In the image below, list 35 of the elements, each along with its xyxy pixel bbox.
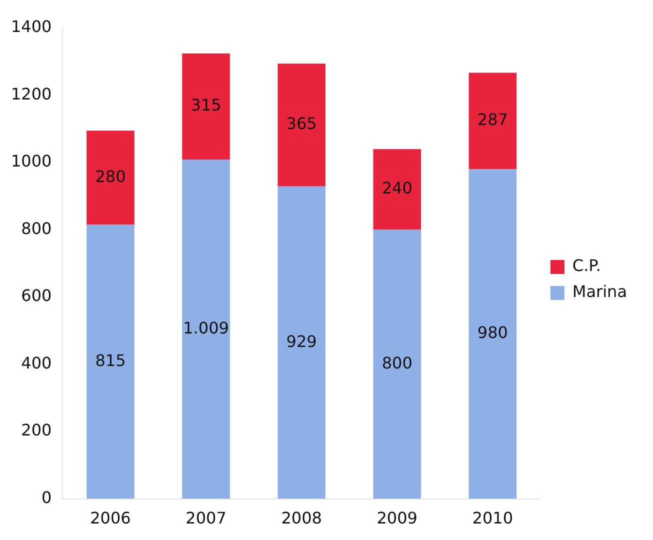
bar xyxy=(373,149,421,230)
legend-label: C.P. xyxy=(572,256,601,276)
y-tick-label: 800 xyxy=(21,218,52,238)
data-label: 315 xyxy=(190,96,222,115)
bar xyxy=(182,54,230,160)
data-label: 815 xyxy=(95,350,126,370)
bar xyxy=(373,230,421,499)
y-tick-label: 1000 xyxy=(11,152,52,171)
bar xyxy=(278,186,326,499)
data-label: 980 xyxy=(477,323,508,342)
y-tick-label: 1400 xyxy=(11,17,52,36)
data-label: 365 xyxy=(286,114,317,134)
y-tick-label: 400 xyxy=(21,353,52,372)
x-tick-label: 2007 xyxy=(186,508,226,528)
bar xyxy=(86,224,134,499)
bar xyxy=(182,159,230,499)
x-tick-label: 2010 xyxy=(472,508,514,528)
x-tick-label: 2008 xyxy=(281,508,322,528)
y-tick-label: 600 xyxy=(21,286,52,306)
data-label: 1.009 xyxy=(183,318,229,338)
data-label: 280 xyxy=(95,166,126,186)
bar xyxy=(468,72,517,170)
data-label: 929 xyxy=(286,332,317,351)
x-tick-label: 2009 xyxy=(376,508,418,528)
data-label: 240 xyxy=(382,178,412,198)
bar xyxy=(468,169,517,499)
y-tick-label: 0 xyxy=(42,488,52,507)
y-tick-label: 1200 xyxy=(11,84,52,104)
y-tick-label: 200 xyxy=(21,420,52,440)
bar xyxy=(278,64,326,186)
data-label: 287 xyxy=(477,110,508,130)
legend-label: Marina xyxy=(572,282,627,302)
x-tick-label: 2006 xyxy=(90,508,131,528)
bar xyxy=(86,130,134,225)
data-label: 800 xyxy=(382,353,412,372)
